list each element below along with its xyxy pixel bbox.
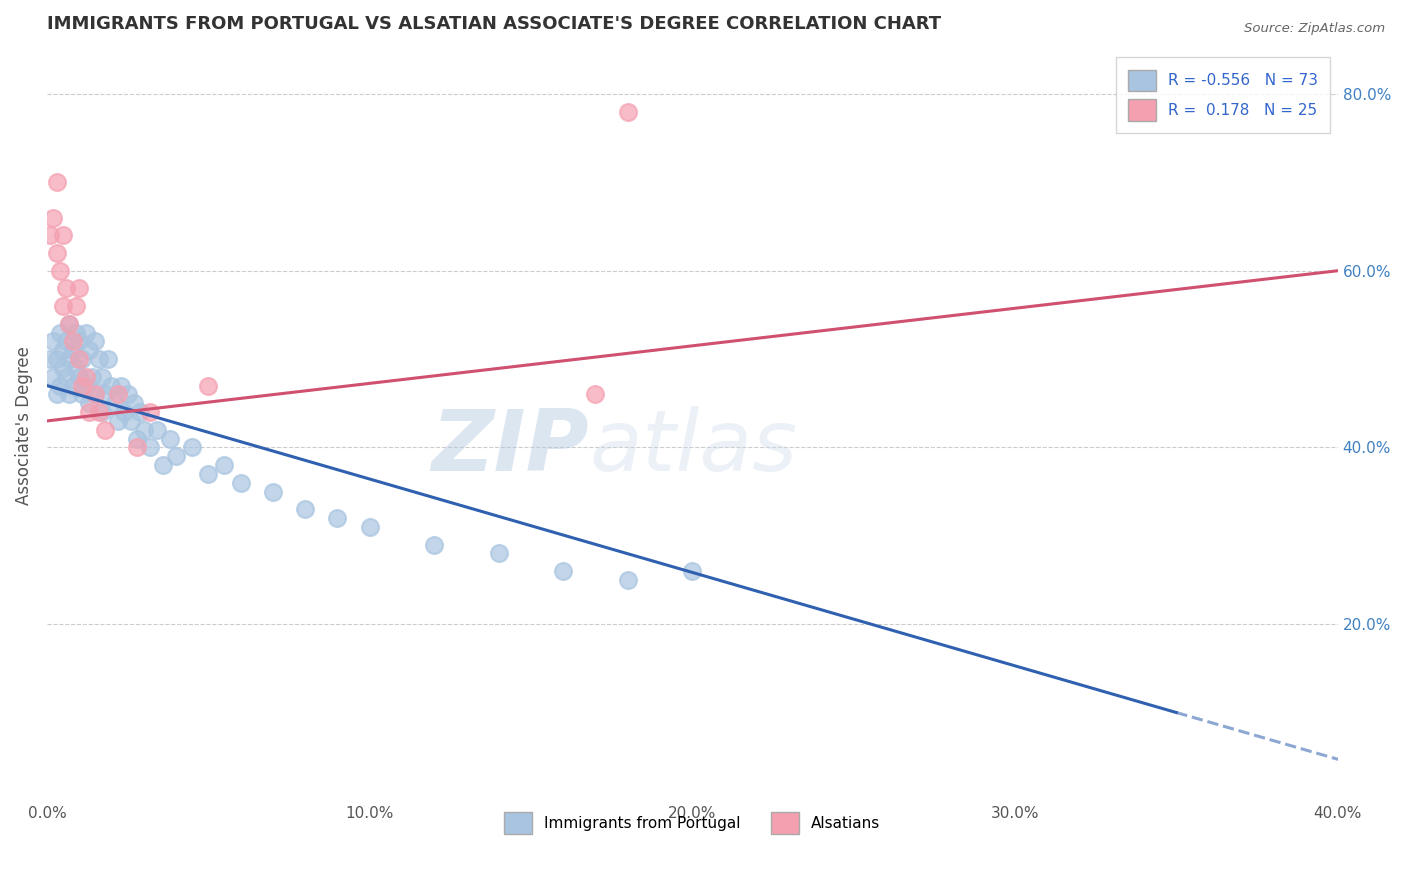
Point xyxy=(42,369,65,384)
Point xyxy=(107,414,129,428)
Point xyxy=(52,360,75,375)
Point xyxy=(84,387,107,401)
Text: IMMIGRANTS FROM PORTUGAL VS ALSATIAN ASSOCIATE'S DEGREE CORRELATION CHART: IMMIGRANTS FROM PORTUGAL VS ALSATIAN ASS… xyxy=(46,15,941,33)
Point xyxy=(49,378,72,392)
Point xyxy=(52,343,75,358)
Point xyxy=(67,281,90,295)
Point xyxy=(585,387,607,401)
Point xyxy=(62,334,84,349)
Point xyxy=(45,352,67,367)
Point xyxy=(94,387,117,401)
Point xyxy=(77,405,100,419)
Point xyxy=(65,326,87,340)
Point xyxy=(139,405,162,419)
Point xyxy=(72,352,94,367)
Point xyxy=(77,343,100,358)
Point xyxy=(58,317,80,331)
Point xyxy=(55,281,77,295)
Point xyxy=(107,387,129,401)
Point xyxy=(45,246,67,260)
Point xyxy=(197,378,219,392)
Point xyxy=(152,458,174,472)
Point xyxy=(39,228,62,243)
Point xyxy=(65,360,87,375)
Point xyxy=(84,387,107,401)
Point xyxy=(45,175,67,189)
Point xyxy=(39,352,62,367)
Text: atlas: atlas xyxy=(589,407,797,490)
Point xyxy=(139,441,162,455)
Point xyxy=(58,352,80,367)
Point xyxy=(100,378,122,392)
Point xyxy=(159,432,181,446)
Point xyxy=(229,475,252,490)
Point xyxy=(67,369,90,384)
Point xyxy=(90,405,112,419)
Point xyxy=(129,405,152,419)
Point xyxy=(87,352,110,367)
Point xyxy=(75,326,97,340)
Point xyxy=(62,378,84,392)
Text: ZIP: ZIP xyxy=(432,407,589,490)
Point xyxy=(75,378,97,392)
Point xyxy=(616,573,638,587)
Point xyxy=(120,414,142,428)
Point xyxy=(87,405,110,419)
Point xyxy=(127,432,149,446)
Text: Source: ZipAtlas.com: Source: ZipAtlas.com xyxy=(1244,22,1385,36)
Point xyxy=(181,441,204,455)
Point xyxy=(132,423,155,437)
Point xyxy=(58,387,80,401)
Point xyxy=(359,520,381,534)
Point xyxy=(52,299,75,313)
Point xyxy=(94,423,117,437)
Point xyxy=(117,387,139,401)
Point xyxy=(45,387,67,401)
Point xyxy=(122,396,145,410)
Point xyxy=(553,564,575,578)
Point xyxy=(197,467,219,481)
Point xyxy=(326,511,349,525)
Point xyxy=(616,104,638,119)
Point xyxy=(214,458,236,472)
Point xyxy=(165,450,187,464)
Point xyxy=(104,396,127,410)
Point xyxy=(49,326,72,340)
Point xyxy=(681,564,703,578)
Point xyxy=(75,369,97,384)
Point xyxy=(55,369,77,384)
Point xyxy=(97,352,120,367)
Point xyxy=(62,343,84,358)
Point xyxy=(58,317,80,331)
Legend: Immigrants from Portugal, Alsatians: Immigrants from Portugal, Alsatians xyxy=(492,800,893,846)
Point xyxy=(49,264,72,278)
Point xyxy=(294,502,316,516)
Point xyxy=(52,228,75,243)
Point xyxy=(42,211,65,225)
Point xyxy=(80,369,103,384)
Point xyxy=(423,538,446,552)
Point xyxy=(67,334,90,349)
Point xyxy=(90,369,112,384)
Y-axis label: Associate's Degree: Associate's Degree xyxy=(15,346,32,505)
Point xyxy=(145,423,167,437)
Point xyxy=(55,334,77,349)
Point xyxy=(110,378,132,392)
Point xyxy=(42,334,65,349)
Point xyxy=(262,484,284,499)
Point xyxy=(65,299,87,313)
Point xyxy=(72,387,94,401)
Point xyxy=(72,378,94,392)
Point xyxy=(77,396,100,410)
Point xyxy=(127,441,149,455)
Point xyxy=(67,352,90,367)
Point xyxy=(112,405,135,419)
Point xyxy=(488,546,510,560)
Point xyxy=(84,334,107,349)
